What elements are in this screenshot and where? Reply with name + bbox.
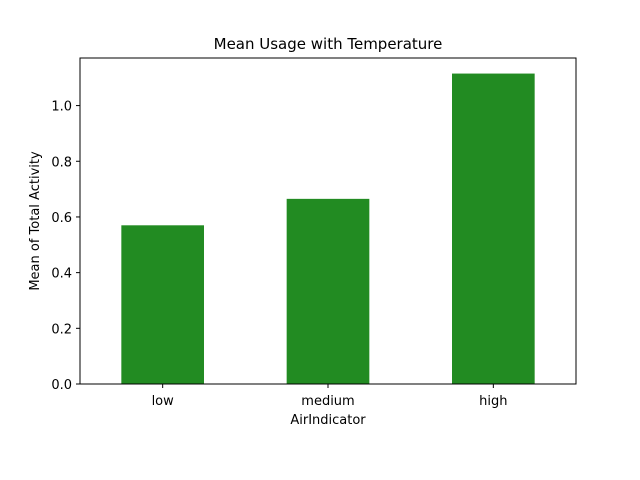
y-tick-label-4: 0.8 [51, 155, 72, 170]
bar-low [121, 225, 204, 384]
y-axis: 0.0 0.2 0.4 0.6 0.8 1.0 [51, 100, 80, 393]
y-axis-label: Mean of Total Activity [28, 151, 43, 291]
bars-group [121, 73, 535, 384]
y-tick-label-1: 0.2 [51, 322, 72, 337]
x-tick-label-low: low [152, 394, 175, 409]
bar-medium [286, 198, 370, 384]
y-tick-label-2: 0.4 [51, 267, 72, 282]
y-tick-label-0: 0.0 [51, 378, 72, 393]
x-tick-label-high: high [479, 394, 507, 409]
x-tick-label-medium: medium [301, 394, 354, 409]
bar-high [452, 73, 535, 384]
y-tick-label-5: 1.0 [51, 100, 72, 115]
x-axis-label: AirIndicator [290, 413, 366, 428]
y-tick-label-3: 0.6 [51, 211, 72, 226]
x-axis: low medium high [152, 384, 508, 409]
chart-title: Mean Usage with Temperature [214, 35, 443, 53]
